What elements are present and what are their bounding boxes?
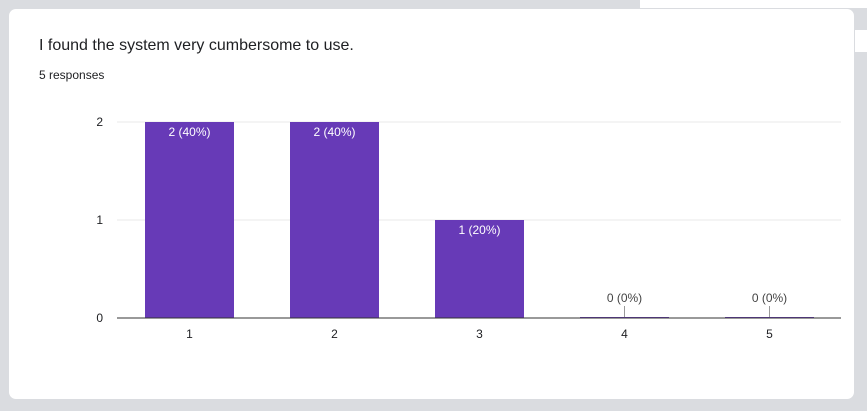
- bar-label-1: 2 (40%): [168, 125, 210, 139]
- y-tick-label-0: 0: [96, 311, 103, 325]
- bar-label-3: 1 (20%): [458, 223, 500, 237]
- x-tick-label-3: 3: [476, 327, 483, 341]
- bar-2: [290, 122, 379, 318]
- backdrop-strip: [640, 0, 867, 8]
- y-tick-label-2: 2: [96, 115, 103, 129]
- response-count: 5 responses: [39, 68, 105, 82]
- x-tick-label-2: 2: [331, 327, 338, 341]
- bar-1: [145, 122, 234, 318]
- bar-label-5: 0 (0%): [752, 291, 787, 305]
- x-tick-label-4: 4: [621, 327, 628, 341]
- bar-3: [435, 220, 524, 318]
- x-tick-label-5: 5: [766, 327, 773, 341]
- y-tick-label-1: 1: [96, 213, 103, 227]
- question-title: I found the system very cumbersome to us…: [39, 37, 354, 54]
- side-tab: [855, 30, 867, 52]
- x-tick-label-1: 1: [186, 327, 193, 341]
- bar-label-2: 2 (40%): [313, 125, 355, 139]
- bar-label-4: 0 (0%): [607, 291, 642, 305]
